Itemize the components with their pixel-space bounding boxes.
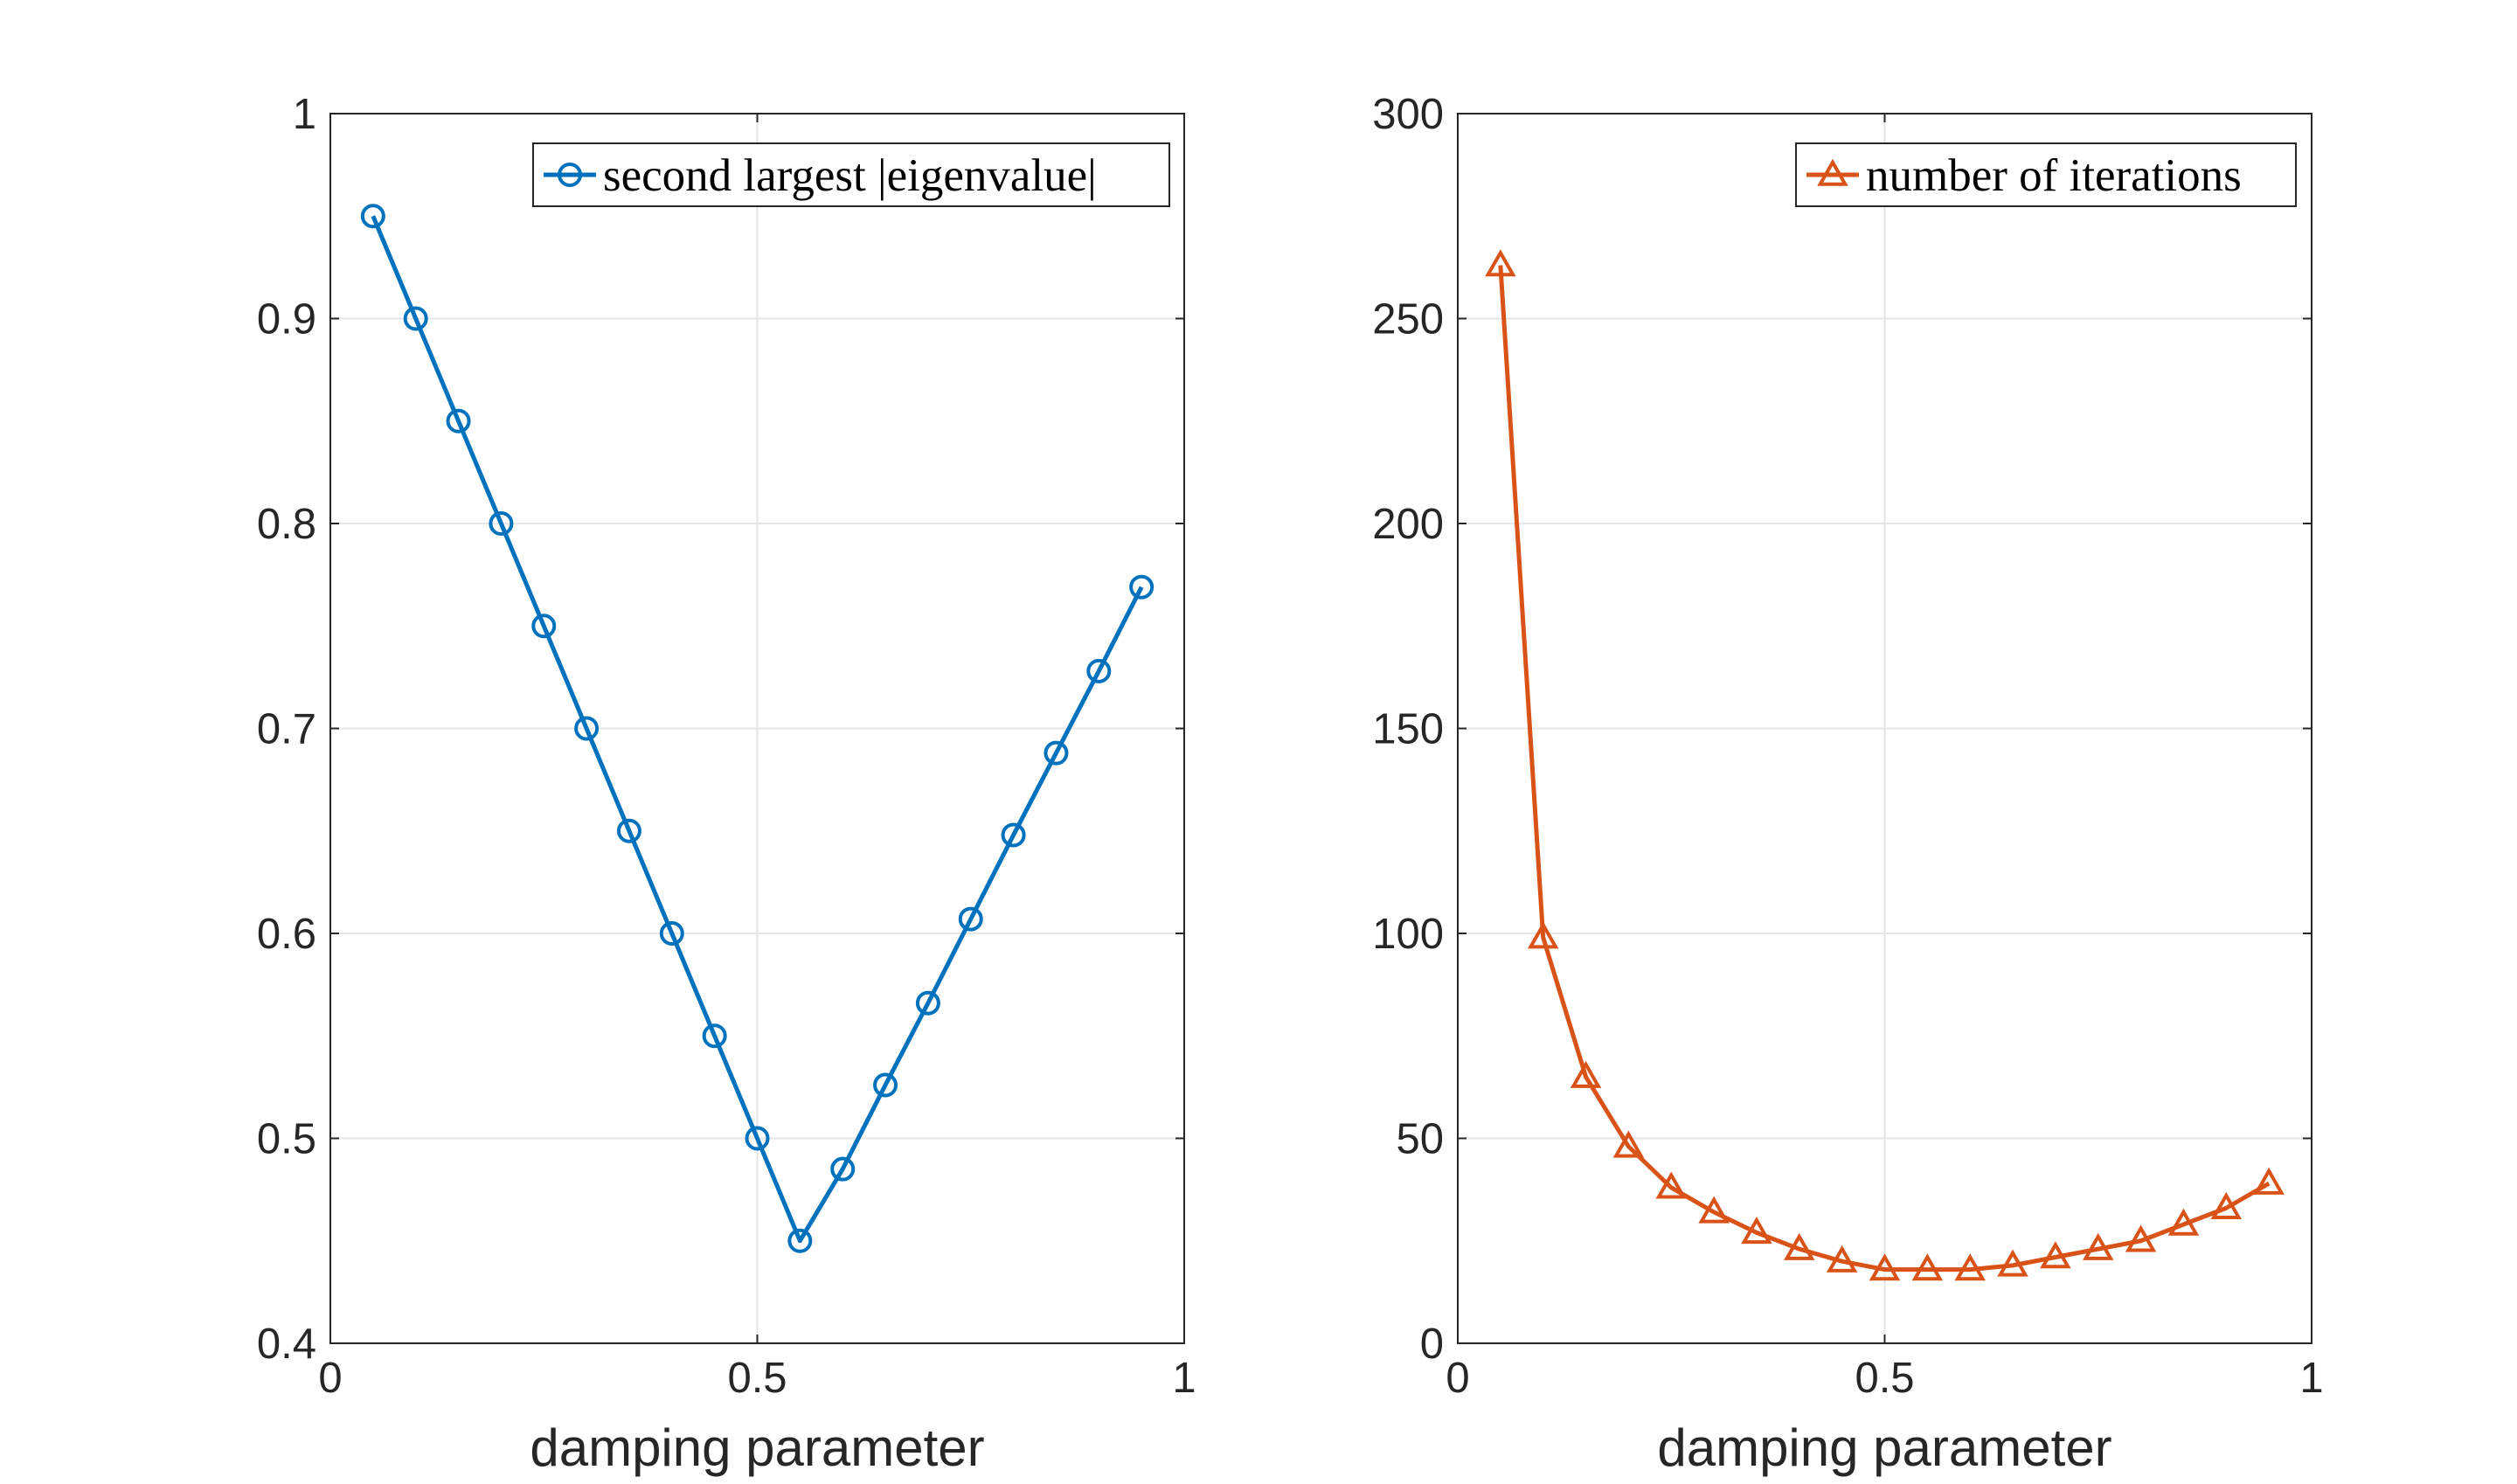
x-tick-label: 0 bbox=[318, 1355, 342, 1402]
data-point bbox=[1570, 1060, 1602, 1088]
y-tick-label: 0.4 bbox=[257, 1321, 316, 1368]
data-point bbox=[2083, 1232, 2114, 1260]
data-point bbox=[958, 906, 983, 932]
x-tick-label: 1 bbox=[1172, 1355, 1196, 1402]
x-tick-label: 0.5 bbox=[1855, 1355, 1914, 1402]
y-tick-label: 0.8 bbox=[257, 501, 316, 548]
data-point bbox=[1954, 1253, 1986, 1281]
subplot-2: 0 0.5 1 0 50 100 150 200 250 300 damping parameter… bbox=[1372, 91, 2323, 1477]
data-point bbox=[830, 1156, 856, 1182]
data-point bbox=[446, 408, 471, 433]
data-point bbox=[1044, 740, 1069, 766]
data-point bbox=[360, 204, 385, 229]
legend: number of iterations bbox=[1795, 142, 2297, 207]
data-point bbox=[702, 1023, 727, 1049]
data-point bbox=[873, 1072, 898, 1098]
data-point bbox=[1086, 658, 1112, 683]
data-point bbox=[745, 1126, 770, 1151]
data-point bbox=[1485, 249, 1516, 277]
y-tick-label: 250 bbox=[1372, 296, 1444, 343]
legend-label: number of iterations bbox=[1866, 150, 2242, 201]
y-tick-label: 1 bbox=[293, 91, 316, 138]
x-tick-label: 1 bbox=[2299, 1355, 2323, 1402]
data-point bbox=[1869, 1253, 1901, 1281]
data-point bbox=[1826, 1245, 1858, 1272]
legend: second largest |eigenvalue| bbox=[532, 142, 1170, 207]
x-axis-label: damping parameter bbox=[1657, 1418, 2111, 1477]
y-tick-label: 100 bbox=[1372, 911, 1444, 958]
data-point bbox=[616, 818, 641, 843]
legend-box bbox=[1795, 142, 2297, 207]
subplot-1: 0 0.5 1 0.4 0.5 0.6 0.7 0.8 0.9 1 damping paramete… bbox=[257, 91, 1196, 1477]
legend-marker bbox=[1817, 158, 1848, 186]
x-tick-label: 0 bbox=[1446, 1355, 1469, 1402]
data-point bbox=[1741, 1217, 1772, 1245]
data-point bbox=[915, 990, 940, 1016]
y-tick-label: 200 bbox=[1372, 501, 1444, 548]
data-point bbox=[1655, 1171, 1687, 1199]
data-point bbox=[574, 716, 600, 741]
x-tick-label: 0.5 bbox=[727, 1355, 787, 1402]
data-point bbox=[787, 1228, 813, 1253]
data-point bbox=[2125, 1224, 2157, 1252]
legend-marker bbox=[558, 163, 582, 187]
data-point bbox=[489, 511, 514, 536]
data-point bbox=[2040, 1241, 2071, 1269]
data-point bbox=[659, 921, 684, 946]
y-tick-label: 50 bbox=[1396, 1116, 1444, 1163]
y-tick-label: 0.5 bbox=[257, 1116, 316, 1163]
x-axis-label: damping parameter bbox=[530, 1418, 984, 1477]
data-point bbox=[1698, 1196, 1730, 1224]
data-point bbox=[2167, 1208, 2200, 1236]
data-point bbox=[1911, 1253, 1944, 1281]
data-point bbox=[1527, 921, 1559, 949]
data-point bbox=[1612, 1130, 1645, 1158]
legend-label: second largest |eigenvalue| bbox=[603, 150, 1097, 201]
data-point bbox=[1001, 822, 1026, 848]
series-line bbox=[371, 215, 1144, 1244]
data-point bbox=[2210, 1191, 2243, 1219]
y-tick-label: 0.9 bbox=[257, 296, 316, 343]
y-tick-label: 0.6 bbox=[257, 911, 316, 958]
data-point bbox=[1997, 1249, 2028, 1277]
y-tick-label: 300 bbox=[1372, 91, 1444, 138]
data-point bbox=[403, 306, 428, 331]
data-point bbox=[531, 614, 557, 639]
y-tick-label: 150 bbox=[1372, 706, 1444, 753]
data-point bbox=[1784, 1232, 1815, 1260]
legend-box bbox=[532, 142, 1170, 207]
data-point bbox=[1129, 574, 1154, 600]
series-line bbox=[1498, 265, 2271, 1272]
data-point bbox=[2253, 1167, 2285, 1195]
y-tick-label: 0.7 bbox=[257, 706, 316, 753]
y-tick-label: 0 bbox=[1420, 1321, 1444, 1368]
